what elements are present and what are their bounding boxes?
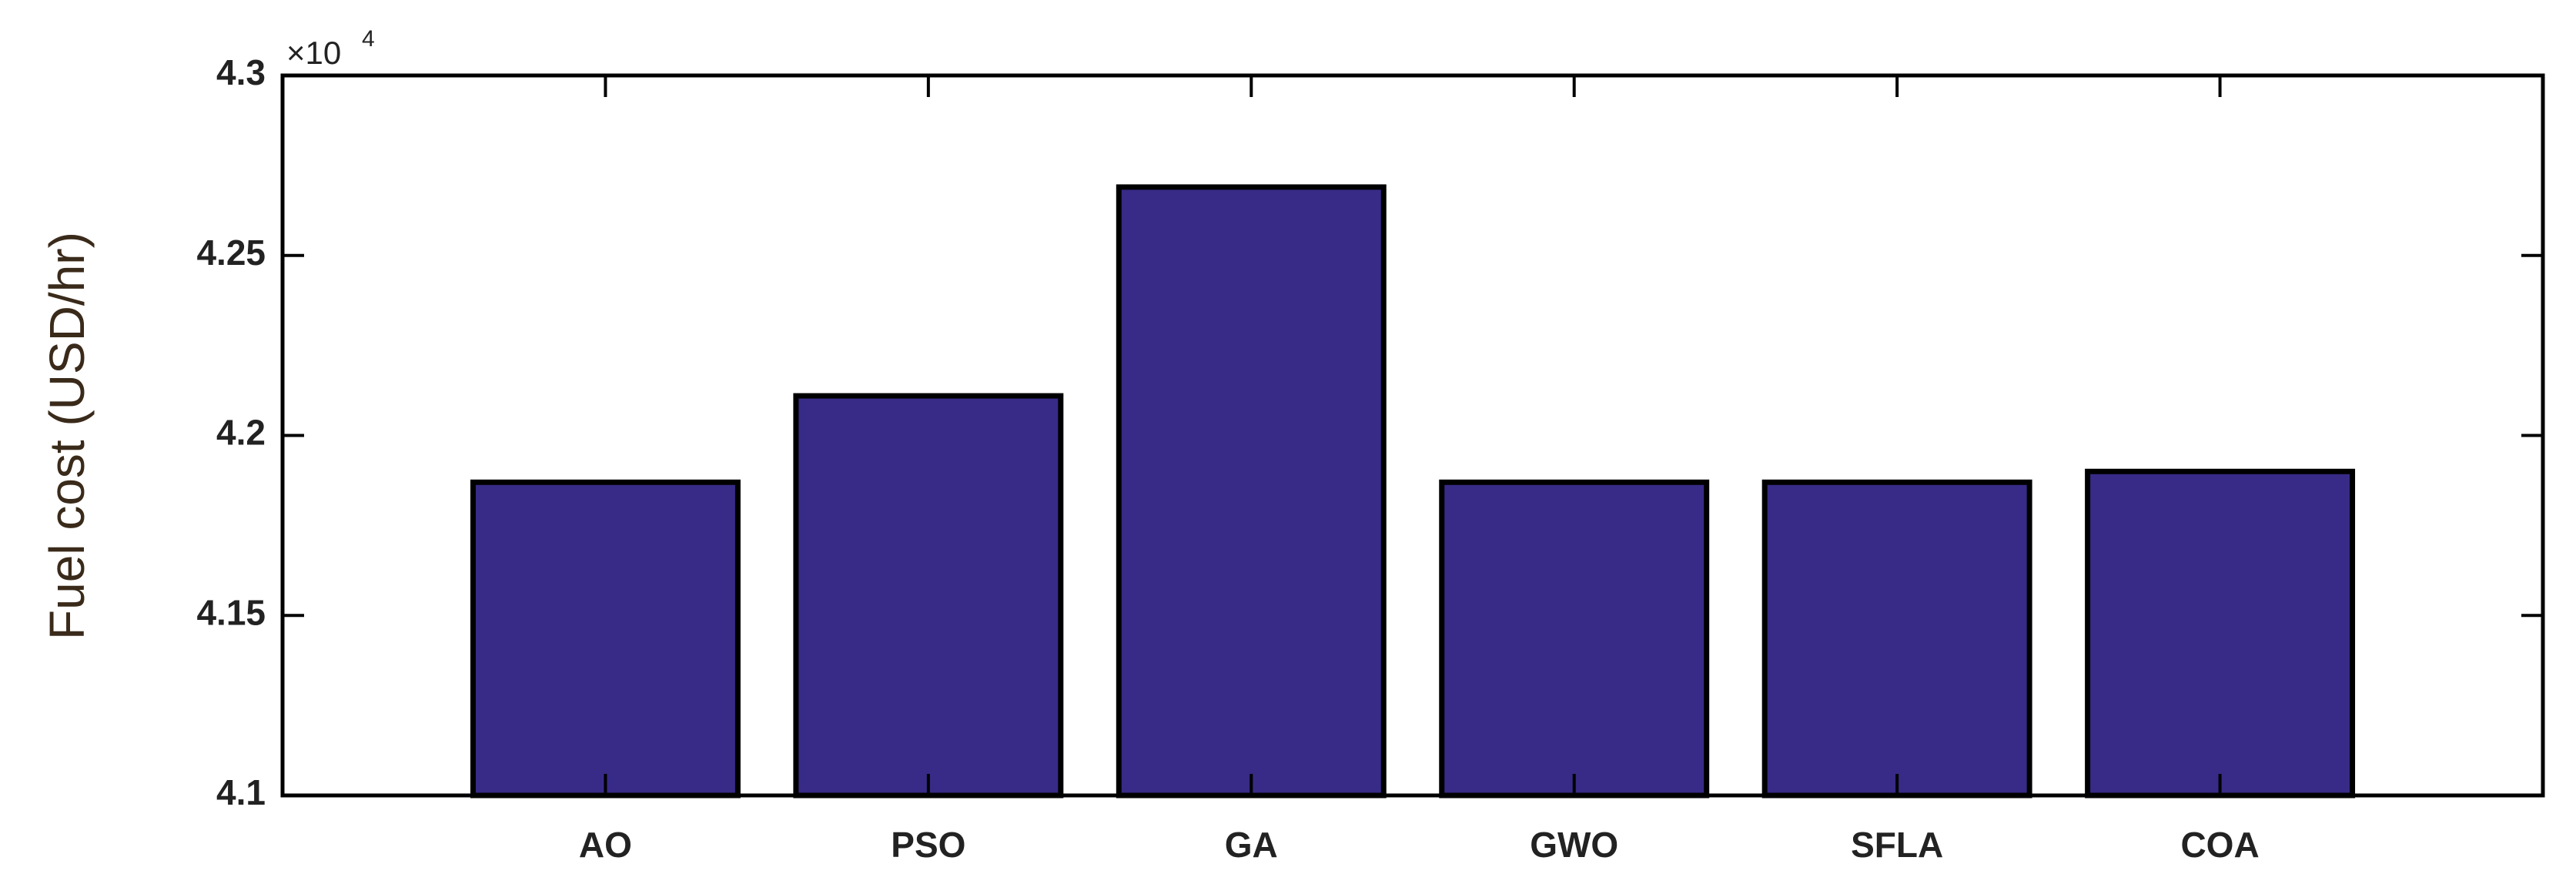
y-multiplier: ×10 xyxy=(286,35,341,71)
y-multiplier-exponent: 4 xyxy=(362,26,375,52)
x-tick-label: AO xyxy=(579,825,632,865)
bar xyxy=(2085,468,2356,799)
bar xyxy=(1761,479,2032,799)
bar xyxy=(1116,184,1387,799)
y-tick-label: 4.25 xyxy=(196,233,266,273)
bar xyxy=(470,479,741,799)
y-tick-label: 4.1 xyxy=(216,772,266,812)
x-tick-label: SFLA xyxy=(1851,825,1943,865)
bar xyxy=(793,393,1064,799)
x-tick-label: GWO xyxy=(1530,825,1618,865)
plot-frame xyxy=(280,73,2545,798)
y-tick-label: 4.2 xyxy=(216,413,266,453)
bar xyxy=(1439,479,1710,799)
y-tick-label: 4.15 xyxy=(196,592,266,632)
x-tick-label: GA xyxy=(1225,825,1278,865)
x-tick-label: PSO xyxy=(891,825,965,865)
y-tick-label: 4.3 xyxy=(216,52,266,92)
y-axis-label: Fuel cost (USD/hr) xyxy=(39,232,95,640)
x-tick-label: COA xyxy=(2180,825,2259,865)
